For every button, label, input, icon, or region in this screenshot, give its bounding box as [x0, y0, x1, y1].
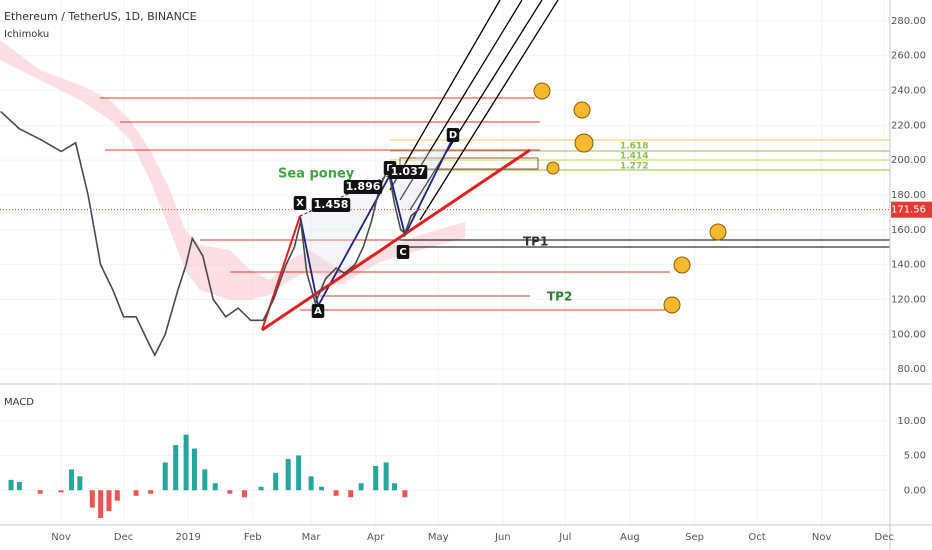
- fib-lines: [390, 139, 890, 248]
- symbol: Ethereum / TetherUS, 1D, BINANCE: [4, 10, 197, 23]
- y-tick-label: 240.00: [891, 86, 926, 97]
- annotation: C: [399, 247, 406, 258]
- macd-bar: [202, 469, 208, 491]
- annotation: 1.414: [620, 152, 648, 162]
- macd-bar: [183, 434, 189, 491]
- x-tick-label: May: [428, 532, 449, 543]
- y-tick-label: 10.00: [897, 416, 926, 427]
- x-tick-label: Mar: [302, 532, 322, 543]
- y-tick-label: 100.00: [891, 329, 926, 340]
- y-tick-label: 140.00: [891, 260, 926, 271]
- y-tick-label: 200.00: [891, 155, 926, 166]
- last-price-box: [891, 201, 932, 218]
- annotation: 1.458: [314, 198, 349, 211]
- macd-bar: [37, 490, 43, 494]
- macd-bar: [68, 469, 74, 491]
- macd-bar: [8, 479, 14, 491]
- indicator: Ichimoku: [4, 29, 49, 40]
- macd-bar: [162, 462, 168, 491]
- macd-bar: [98, 490, 104, 519]
- annotation: 1.896: [346, 180, 381, 193]
- x-tick-label: Jul: [558, 532, 571, 543]
- macd-bar: [191, 448, 197, 491]
- icons: [533, 82, 727, 314]
- y-tick-label: 5.00: [904, 451, 926, 462]
- annotation: D: [449, 130, 457, 141]
- macd-title: MACD: [4, 397, 34, 408]
- macd-bar: [16, 481, 22, 491]
- macd-bar: [148, 490, 154, 494]
- x-tick-label: Dec: [874, 532, 893, 543]
- annotation-box: [388, 165, 428, 179]
- annotation-box: [343, 180, 383, 194]
- annotation: 1.272: [620, 162, 648, 172]
- macd-bar: [58, 490, 64, 493]
- macd-bar: [333, 490, 339, 496]
- trend-line: [261, 148, 531, 332]
- macd-bar: [402, 490, 408, 498]
- macd-bar: [308, 476, 314, 491]
- y-tick-label: 120.00: [891, 294, 926, 305]
- y-tick-label: 220.00: [891, 120, 926, 131]
- macd-bar: [285, 458, 291, 491]
- x-tick-label: Jun: [494, 532, 511, 543]
- x-tick-label: Apr: [367, 532, 385, 543]
- macd-bar: [391, 483, 397, 491]
- annotation: TP1: [523, 235, 548, 249]
- macd-bar: [89, 490, 95, 508]
- macd-bar: [77, 476, 83, 491]
- annotation-box: [311, 198, 351, 212]
- x-tick-label: Oct: [748, 532, 765, 543]
- last-price-label: 171.56: [891, 205, 926, 216]
- macd-bar: [212, 483, 218, 491]
- y-tick-label: 260.00: [891, 51, 926, 62]
- y-tick-label: 0.00: [904, 485, 926, 496]
- macd-bar: [173, 445, 179, 491]
- y-tick-label: 160.00: [891, 225, 926, 236]
- x-tick-label: Dec: [114, 532, 133, 543]
- annotation: Sea poney: [278, 167, 355, 182]
- macd-bar: [227, 490, 233, 494]
- annotation-box: [311, 304, 325, 318]
- macd-bar: [114, 490, 120, 501]
- macd-bar: [296, 455, 302, 491]
- macd-bar: [348, 490, 354, 498]
- macd-bar: [133, 490, 139, 496]
- macd-bar: [383, 462, 389, 491]
- macd-bar: [273, 472, 279, 491]
- y-tick-label: 280.00: [891, 16, 926, 27]
- annotation-box: [446, 128, 460, 142]
- x-tick-label: Feb: [244, 532, 262, 543]
- annotation: A: [314, 306, 322, 317]
- x-tick-label: Aug: [620, 532, 640, 543]
- price-line: [0, 110, 421, 357]
- macd-bar: [106, 490, 112, 512]
- target-box: [399, 157, 539, 170]
- annotation: TP2: [547, 290, 572, 304]
- annotation: 1.037: [391, 165, 426, 178]
- annotation: X: [296, 198, 304, 209]
- y-tick-label: 80.00: [897, 364, 926, 375]
- x-tick-label: Nov: [812, 532, 832, 543]
- macd-bar: [358, 483, 364, 491]
- x-tick-label: Sep: [685, 532, 704, 543]
- x-tick-label: 2019: [175, 532, 200, 543]
- annotation-box: [396, 245, 410, 259]
- macd-bar: [241, 490, 247, 498]
- pattern-fill: [300, 140, 452, 306]
- annotation: 1.618: [620, 142, 648, 152]
- annotation-box: [293, 196, 307, 210]
- macd-bar: [258, 486, 264, 491]
- x-tick-label: Nov: [51, 532, 71, 543]
- plot: 80.00 100.00 120.00 140.00 160.00 180.00 200.0…: [0, 16, 932, 543]
- macd-bar: [373, 465, 379, 491]
- y-tick-label: 180.00: [891, 190, 926, 201]
- macd-bar: [319, 486, 325, 491]
